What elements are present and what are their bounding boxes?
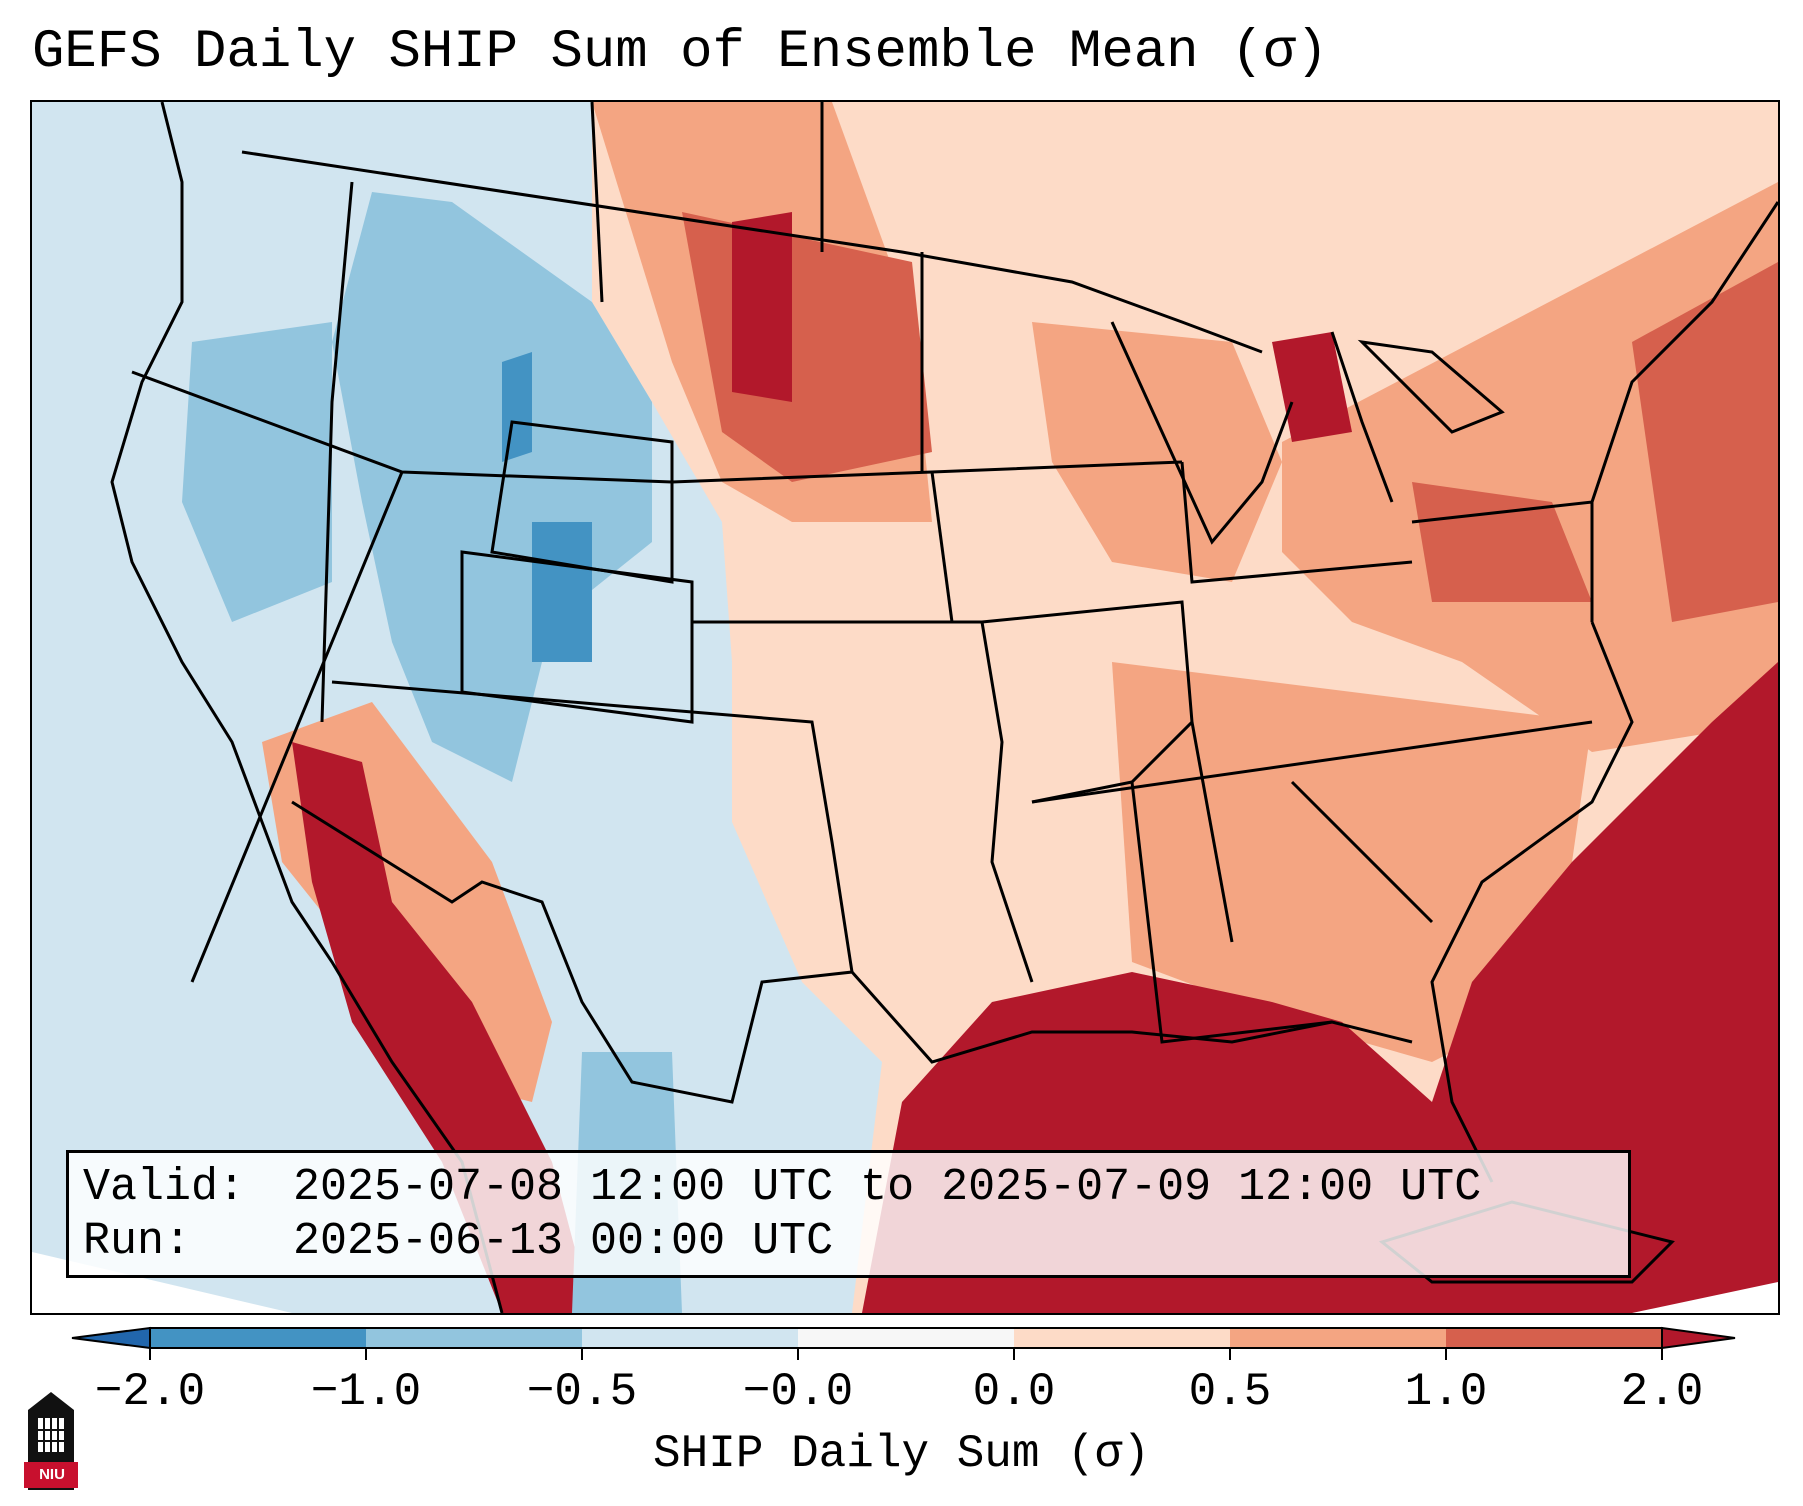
run-label: Run:: [83, 1216, 192, 1267]
colorbar-segment-7: [1446, 1328, 1662, 1348]
region-southeast-moderate: [1112, 662, 1592, 1062]
colorbar-segment-3: [582, 1328, 798, 1348]
colorbar-label: SHIP Daily Sum (σ): [653, 1428, 1150, 1480]
run-value: 2025-06-13 00:00 UTC: [293, 1216, 834, 1267]
valid-run-box: Valid: 2025-07-08 12:00 UTC to 2025-07-09…: [66, 1150, 1631, 1278]
state-boundaries: [110, 102, 1778, 1313]
university-tower-icon: [24, 1392, 78, 1490]
valid-label: Valid:: [83, 1162, 246, 1213]
region-nevada-negative: [182, 322, 332, 622]
plot-title: GEFS Daily SHIP Sum of Ensemble Mean (σ): [32, 22, 1329, 83]
logo-window-grid: [38, 1418, 64, 1452]
colorbar-tick-label: −2.0: [94, 1366, 206, 1418]
colorbar-frame: [149, 1327, 1663, 1349]
colorbar-tick-label: −1.0: [310, 1366, 422, 1418]
colorbar-tick-label: 2.0: [1620, 1366, 1704, 1418]
colorbar-segment-2: [366, 1328, 582, 1348]
colorbar-tick-label: −0.5: [526, 1366, 638, 1418]
logo-text: NIU: [39, 1466, 65, 1483]
region-dakota-max: [732, 212, 792, 402]
colorbar-segment-4: [798, 1328, 1014, 1348]
map-panel: [30, 100, 1780, 1315]
colorbar-tick-label: 0.0: [972, 1366, 1056, 1418]
anomaly-map: [32, 102, 1778, 1313]
colorbar-extend-high: [1661, 1326, 1736, 1350]
logo-banner: [24, 1462, 78, 1488]
projection-edge-right: [1632, 1282, 1778, 1313]
colorbar-segment-6: [1230, 1328, 1446, 1348]
colorbar-segment-1: [150, 1328, 366, 1348]
colorbar-tick-label: −0.0: [742, 1366, 854, 1418]
region-northeast-moderate: [1282, 182, 1778, 752]
colorbar-tick-label: 1.0: [1404, 1366, 1488, 1418]
colorbar-extend-low: [71, 1326, 151, 1350]
region-idaho-strong-negative: [502, 352, 532, 462]
colorbar-tick-marks: [149, 1348, 1663, 1360]
region-great-lakes-moderate: [1032, 322, 1282, 582]
region-lake-michigan-max: [1272, 332, 1352, 442]
valid-value: 2025-07-08 12:00 UTC to 2025-07-09 12:00…: [293, 1162, 1482, 1213]
colorbar-segment-5: [1014, 1328, 1230, 1348]
region-rockies-negative: [332, 192, 652, 782]
region-mid-atlantic-strong: [1412, 482, 1592, 602]
region-new-england-strong: [1632, 262, 1778, 622]
colorbar-tick-label: 0.5: [1188, 1366, 1272, 1418]
colorbar: [71, 1326, 1736, 1360]
region-colorado-strong-negative: [532, 522, 592, 662]
